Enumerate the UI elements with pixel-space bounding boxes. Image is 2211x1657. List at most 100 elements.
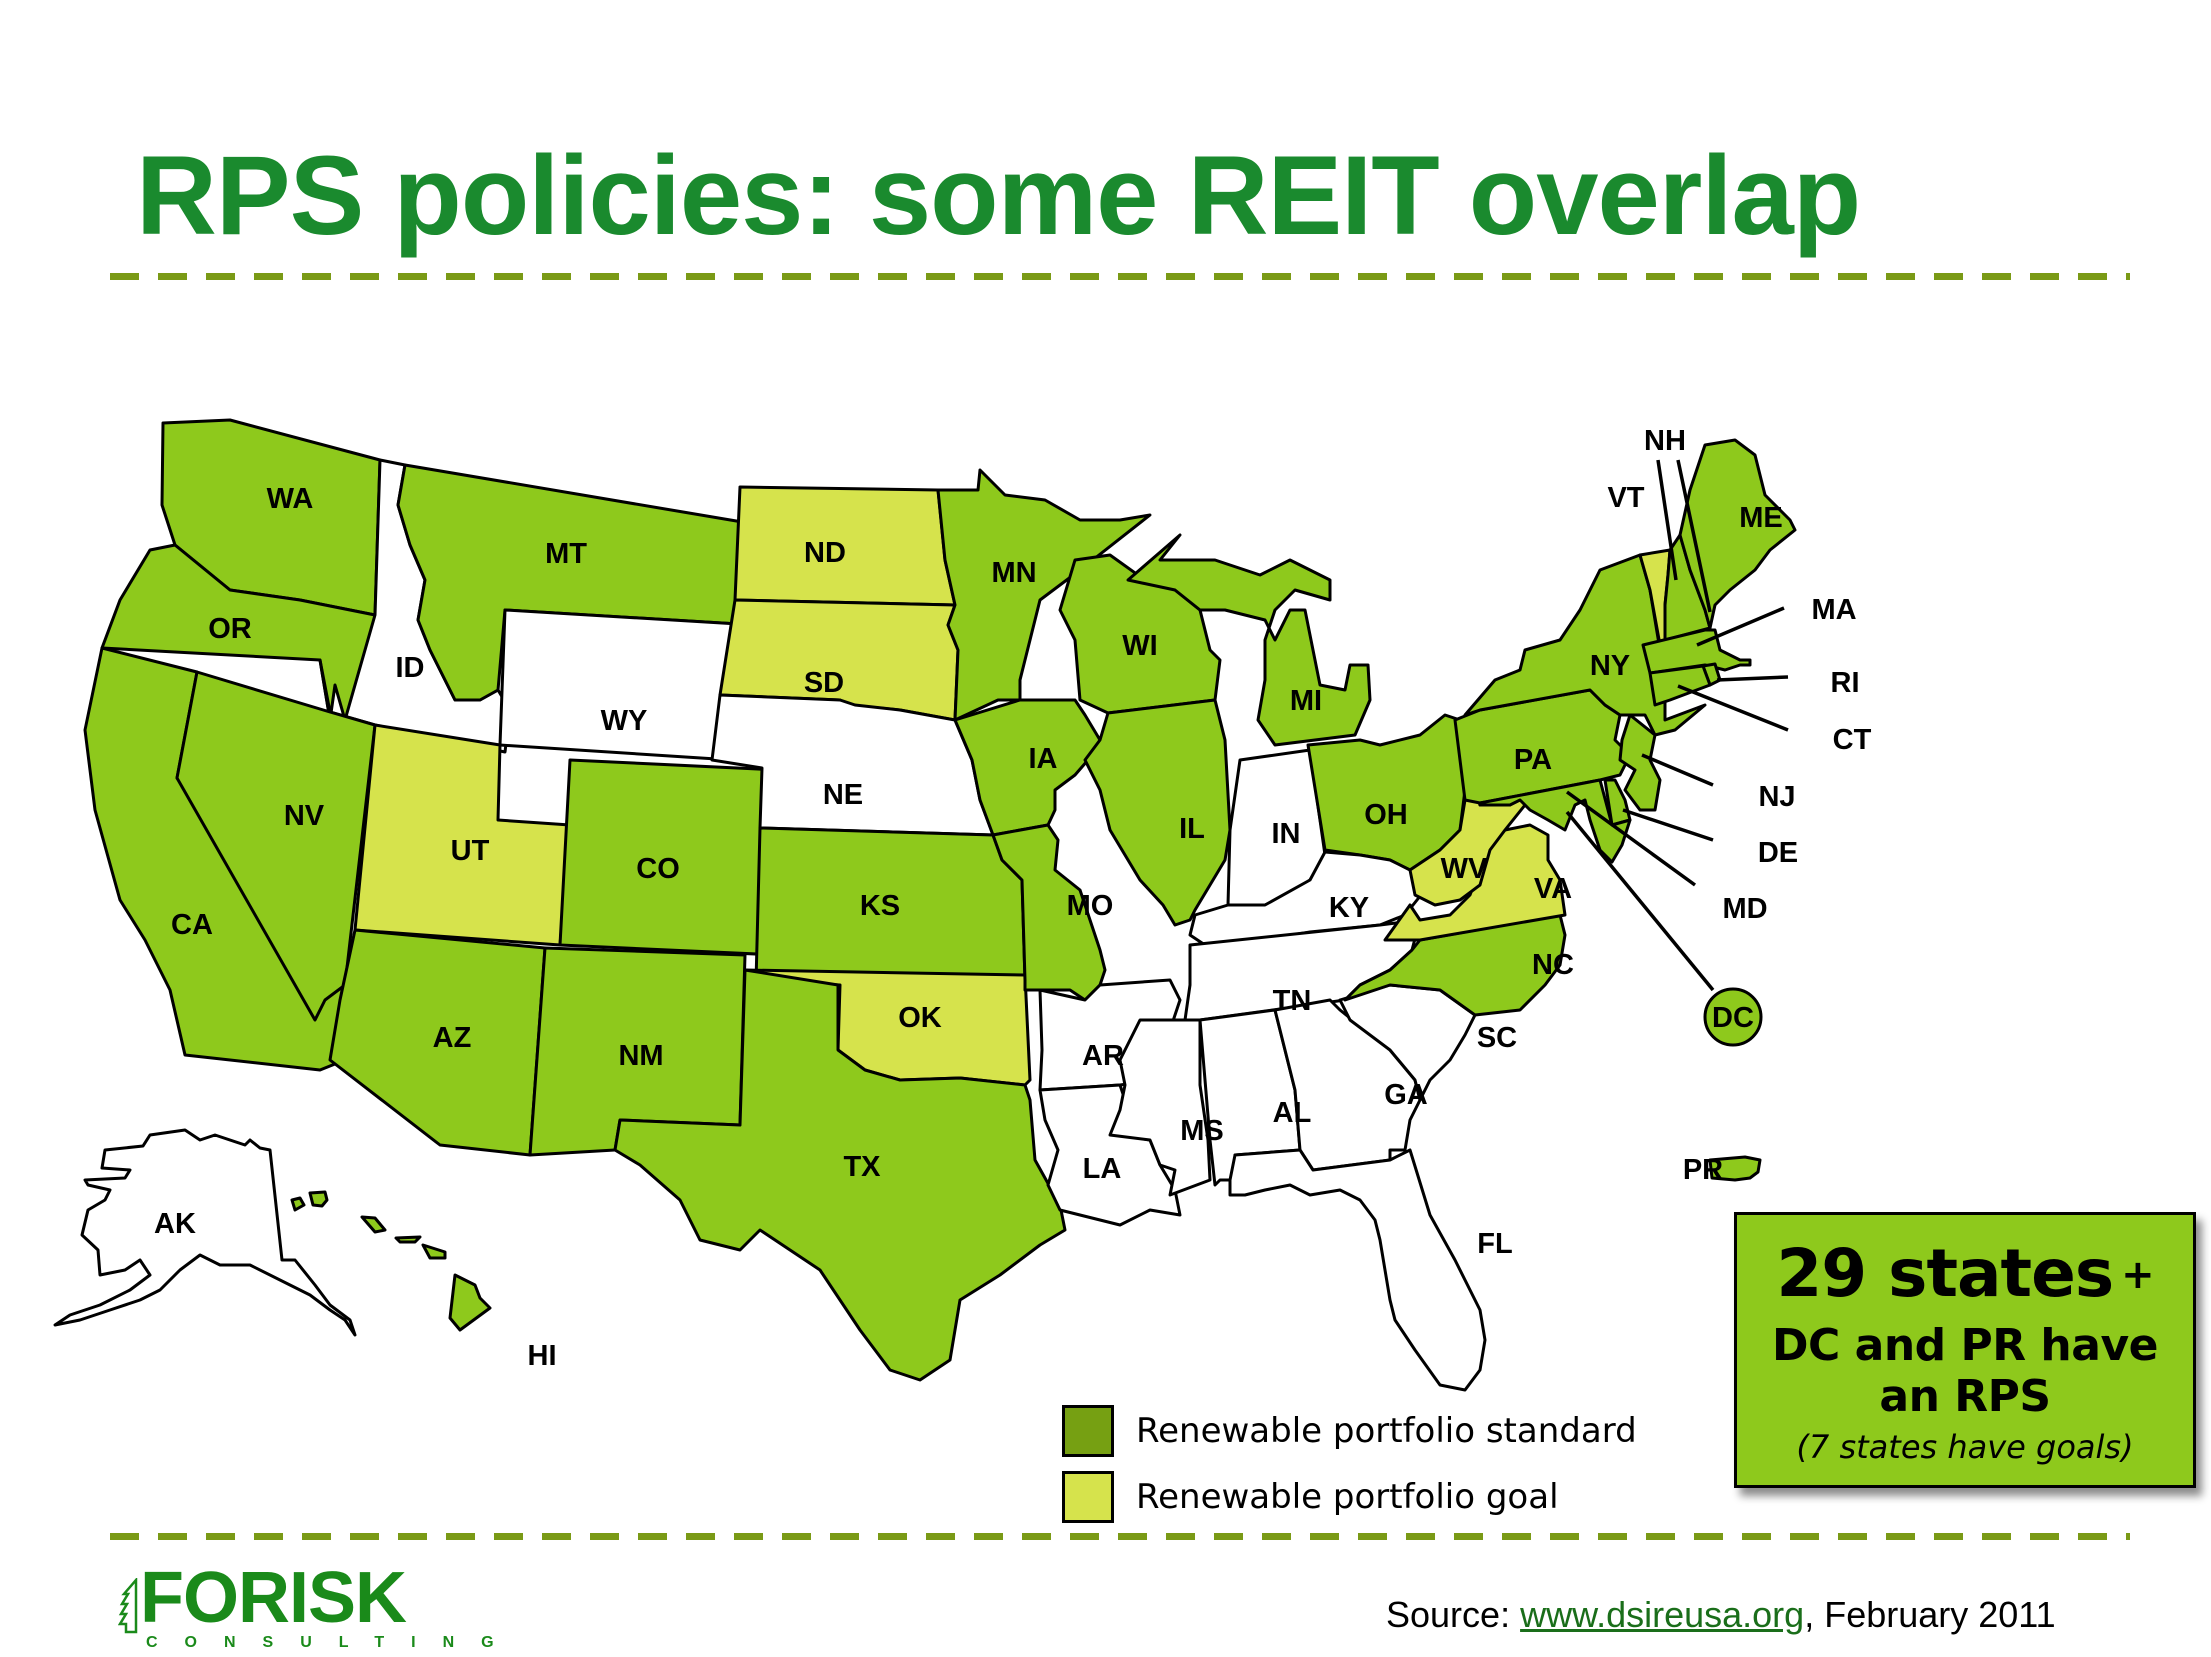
label-WV: WV [1441,853,1488,885]
leader-lines [1565,459,1789,992]
label-ND: ND [804,537,846,569]
label-IL: IL [1179,813,1205,845]
label-UT: UT [451,835,490,867]
label-RI: RI [1831,667,1860,699]
legend-item-goal: Renewable portfolio goal [1062,1464,1637,1530]
state-HI-1 [290,1196,306,1212]
label-PA: PA [1514,744,1552,776]
label-SD: SD [804,667,844,699]
label-VT: VT [1607,482,1644,514]
state-NJ [1618,713,1662,812]
state-OR [100,543,377,722]
label-MT: MT [545,538,587,570]
source-link[interactable]: www.dsireusa.org [1520,1594,1805,1635]
label-GA: GA [1384,1079,1428,1111]
state-ME [1678,438,1797,630]
label-MD: MD [1722,893,1767,925]
label-MI: MI [1290,685,1322,717]
state-HI-3 [360,1215,387,1234]
callout-headline: 29 states + [1737,1241,2193,1307]
label-AK: AK [154,1208,196,1240]
callout-line2: DC and PR have [1772,1320,2158,1371]
state-NC [1343,913,1567,1017]
label-PR: PR [1683,1154,1723,1186]
label-TX: TX [843,1151,881,1183]
label-DE: DE [1758,837,1798,869]
label-MN: MN [991,557,1036,589]
label-KS: KS [860,890,900,922]
summary-callout: 29 states + DC and PR have an RPS (7 stat… [1734,1212,2196,1488]
source-prefix: Source: [1386,1594,1521,1635]
label-LA: LA [1083,1153,1122,1185]
label-WA: WA [267,483,314,515]
state-labels: WA OR CA ID NV MT WY UT CO AZ NM ND SD N… [154,425,1872,1372]
label-DC: DC [1712,1002,1754,1034]
state-AK [53,1128,357,1337]
label-KY: KY [1329,892,1369,924]
state-HI-2 [308,1190,329,1208]
legend-item-standard: Renewable portfolio standard [1062,1398,1637,1464]
map-legend: Renewable portfolio standard Renewable p… [1062,1398,1637,1530]
forisk-logo: FORISK CONSULTING [118,1562,521,1652]
logo-tagline: CONSULTING [146,1634,521,1651]
label-FL: FL [1477,1228,1512,1260]
callout-note: (7 states have goals) [1796,1428,2134,1467]
label-WY: WY [601,705,648,737]
label-NE: NE [823,779,863,811]
title-divider [110,273,2130,280]
label-OH: OH [1364,799,1408,831]
label-OR: OR [208,613,252,645]
state-MI [1126,533,1372,747]
state-IA [953,698,1102,837]
dc-marker [1703,987,1763,1047]
state-FL [1228,1148,1487,1392]
legend-label-standard: Renewable portfolio standard [1136,1411,1637,1451]
label-AL: AL [1273,1097,1312,1129]
label-MS: MS [1180,1115,1224,1147]
label-WI: WI [1122,630,1157,662]
label-VA: VA [1534,873,1572,905]
label-AZ: AZ [433,1022,472,1054]
state-MN [936,468,1152,722]
state-MO [991,823,1107,1002]
callout-plus: + [2121,1252,2155,1298]
label-ME: ME [1739,502,1783,534]
label-TN: TN [1273,985,1312,1017]
footer-divider [110,1533,2130,1540]
label-AR: AR [1082,1040,1124,1072]
label-ID: ID [396,652,425,684]
state-HI-5 [421,1243,447,1260]
legend-swatch-goal [1062,1471,1114,1523]
label-IN: IN [1272,818,1301,850]
label-MO: MO [1067,890,1114,922]
callout-line3: an RPS [1879,1370,2051,1422]
label-SC: SC [1477,1022,1517,1054]
label-CO: CO [636,853,680,885]
slide-title: RPS policies: some REIT overlap [136,133,1861,258]
label-NV: NV [284,800,325,832]
legend-label-goal: Renewable portfolio goal [1136,1477,1559,1517]
label-NY: NY [1590,650,1630,682]
label-HI: HI [528,1340,557,1372]
state-TX [613,968,1067,1382]
label-CT: CT [1833,724,1872,756]
label-NH: NH [1644,425,1686,457]
logo-wordmark: FORISK [140,1558,407,1638]
state-HI-big [448,1273,492,1332]
territory-PR [1708,1155,1762,1182]
label-MA: MA [1811,594,1856,626]
state-MS [1108,1018,1212,1197]
label-CA: CA [171,909,213,941]
legend-swatch-standard [1062,1405,1114,1457]
label-NC: NC [1532,949,1574,981]
state-IL [1083,698,1232,927]
tree-icon [118,1578,138,1634]
label-NJ: NJ [1758,781,1795,813]
state-NV [175,670,377,1022]
source-citation: Source: www.dsireusa.org, February 2011 [1386,1594,2056,1636]
label-OK: OK [898,1002,942,1034]
state-MD [1478,778,1632,864]
callout-states-count: 29 states [1776,1235,2114,1312]
label-IA: IA [1029,743,1058,775]
